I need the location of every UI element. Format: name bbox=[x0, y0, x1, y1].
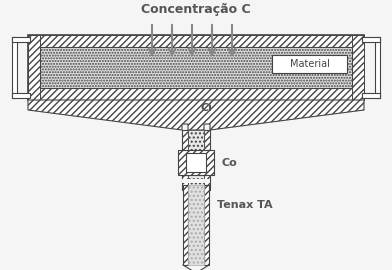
Bar bbox=[188, 175, 204, 190]
Bar bbox=[182, 179, 210, 183]
Bar bbox=[204, 175, 210, 190]
Text: Material: Material bbox=[290, 59, 329, 69]
Bar bbox=[178, 150, 214, 175]
Bar bbox=[362, 93, 380, 98]
Bar bbox=[188, 130, 204, 165]
Bar bbox=[272, 55, 347, 73]
Bar bbox=[362, 37, 380, 42]
Bar bbox=[12, 37, 17, 98]
Bar bbox=[28, 35, 364, 47]
Bar bbox=[12, 93, 30, 98]
Bar bbox=[183, 185, 188, 265]
Bar bbox=[204, 185, 209, 265]
Text: Co: Co bbox=[222, 158, 238, 168]
Bar bbox=[375, 37, 380, 98]
Text: Concentração C: Concentração C bbox=[141, 4, 251, 16]
Polygon shape bbox=[28, 100, 364, 130]
Bar bbox=[182, 175, 188, 190]
Bar bbox=[352, 35, 364, 100]
Bar bbox=[182, 130, 188, 165]
Bar bbox=[28, 88, 364, 100]
Bar bbox=[186, 153, 206, 172]
Bar bbox=[204, 130, 210, 165]
Bar bbox=[188, 185, 204, 265]
Text: Tenax TA: Tenax TA bbox=[217, 200, 272, 210]
Bar bbox=[28, 35, 40, 100]
Bar bbox=[12, 37, 30, 42]
Text: Ci: Ci bbox=[201, 103, 213, 113]
Bar bbox=[28, 35, 364, 100]
Bar bbox=[40, 47, 352, 88]
